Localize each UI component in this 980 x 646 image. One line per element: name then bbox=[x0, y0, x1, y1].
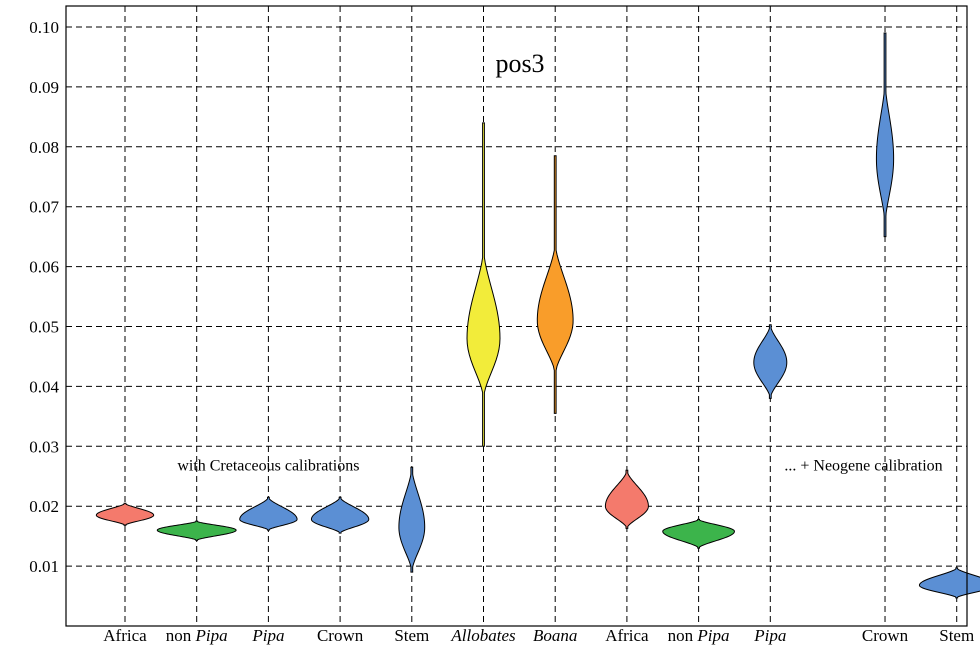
x-tick-label: non Pipa bbox=[668, 626, 730, 645]
x-axis: Africa non Pipa Pipa Crown Stem Allobates Boan… bbox=[103, 626, 974, 645]
y-tick-label: 0.05 bbox=[29, 318, 59, 337]
x-tick-label: Boana bbox=[533, 626, 577, 645]
violin-4 bbox=[310, 496, 370, 534]
x-tick-label: Crown bbox=[862, 626, 909, 645]
violin-2 bbox=[156, 520, 237, 541]
violin-8 bbox=[604, 469, 649, 529]
x-tick-label: Africa bbox=[103, 626, 147, 645]
violin-3 bbox=[239, 496, 298, 531]
violin-7 bbox=[536, 155, 574, 414]
chart-title: pos3 bbox=[495, 49, 544, 78]
violin-6 bbox=[466, 122, 501, 447]
x-tick-label: Allobates bbox=[450, 626, 516, 645]
violin-12 bbox=[918, 567, 980, 599]
plot-frame bbox=[65, 5, 968, 627]
y-tick-label: 0.09 bbox=[29, 78, 59, 97]
y-tick-label: 0.07 bbox=[29, 198, 59, 217]
violin-10 bbox=[753, 324, 788, 399]
violin-5 bbox=[398, 466, 426, 573]
annotations: with Cretaceous calibrations ... + Neogen… bbox=[177, 457, 942, 474]
violin-layer bbox=[95, 32, 980, 599]
violin-9 bbox=[662, 518, 735, 549]
x-tick-label: Stem bbox=[939, 626, 974, 645]
x-tick-label: Pipa bbox=[251, 626, 284, 645]
annotation: with Cretaceous calibrations bbox=[177, 457, 359, 474]
x-tick-label: Crown bbox=[317, 626, 364, 645]
x-tick-label: Pipa bbox=[753, 626, 786, 645]
y-tick-label: 0.01 bbox=[29, 557, 59, 576]
y-tick-label: 0.08 bbox=[29, 138, 59, 157]
y-tick-label: 0.06 bbox=[29, 258, 59, 277]
y-tick-label: 0.04 bbox=[29, 377, 59, 396]
y-axis: 0.01 0.02 0.03 0.04 0.05 0.06 0.07 0.08 0.09 0.10 bbox=[29, 18, 59, 576]
y-tick-label: 0.10 bbox=[29, 18, 59, 37]
x-tick-label: Stem bbox=[394, 626, 429, 645]
y-tick-label: 0.03 bbox=[29, 437, 59, 456]
y-tick-label: 0.02 bbox=[29, 497, 59, 516]
x-tick-label: Africa bbox=[605, 626, 649, 645]
violin-1 bbox=[95, 502, 155, 526]
annotation: ... + Neogene calibration bbox=[784, 457, 942, 474]
violin-11 bbox=[875, 32, 895, 238]
x-tick-label: non Pipa bbox=[166, 626, 228, 645]
